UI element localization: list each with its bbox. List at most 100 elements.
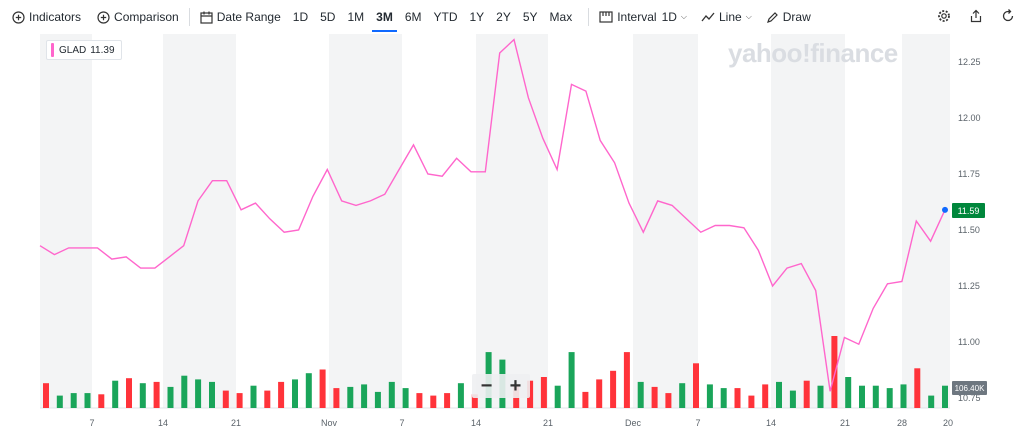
zoom-out-button[interactable]: − bbox=[480, 375, 493, 397]
volume-bar bbox=[43, 383, 49, 408]
x-tick-label: 21 bbox=[840, 418, 850, 428]
share-icon bbox=[969, 9, 983, 26]
series-legend[interactable]: GLAD 11.39 bbox=[46, 40, 122, 60]
current-price-tag: 11.59 bbox=[952, 203, 985, 218]
x-tick-label: 14 bbox=[158, 418, 168, 428]
legend-swatch bbox=[51, 43, 54, 57]
volume-bar bbox=[720, 388, 727, 408]
right-tools bbox=[928, 0, 1024, 34]
week-band bbox=[476, 34, 548, 408]
legend-value: 11.39 bbox=[90, 44, 115, 56]
x-tick-label: 7 bbox=[89, 418, 94, 428]
range-3m-button[interactable]: 3M bbox=[370, 5, 399, 32]
chart-toolbar: Indicators Comparison Date Range 1D 5D 1M 3… bbox=[0, 0, 1024, 34]
volume-bar bbox=[776, 381, 782, 408]
volume-bar bbox=[292, 379, 298, 408]
volume-bar bbox=[374, 391, 381, 408]
toolbar-divider bbox=[588, 8, 590, 26]
volume-bar bbox=[139, 383, 146, 408]
volume-bar bbox=[623, 352, 630, 408]
volume-bar bbox=[693, 363, 699, 408]
indicators-button[interactable]: Indicators bbox=[12, 5, 81, 29]
gear-icon bbox=[937, 9, 951, 26]
calendar-icon bbox=[200, 11, 213, 24]
share-button[interactable] bbox=[960, 9, 992, 26]
range-6m-button[interactable]: 6M bbox=[404, 10, 422, 24]
volume-bar bbox=[789, 390, 796, 408]
volume-bar bbox=[748, 395, 755, 408]
y-tick-label: 11.25 bbox=[958, 281, 980, 291]
volume-bar bbox=[734, 388, 741, 408]
range-1d-button[interactable]: 1D bbox=[292, 10, 309, 24]
x-tick-label: Nov bbox=[321, 418, 338, 428]
y-tick-label: 10.75 bbox=[958, 393, 981, 403]
volume-bar bbox=[430, 395, 437, 408]
x-tick-label: 7 bbox=[695, 418, 700, 428]
volume-bar bbox=[540, 377, 547, 408]
settings-button[interactable] bbox=[928, 9, 960, 26]
volume-bar bbox=[762, 384, 769, 408]
reset-button[interactable] bbox=[992, 8, 1024, 26]
volume-bar bbox=[319, 369, 326, 408]
date-range-label: Date Range bbox=[216, 10, 281, 24]
volume-bar bbox=[236, 393, 243, 408]
y-tick-label: 11.00 bbox=[958, 337, 980, 347]
volume-bar bbox=[402, 388, 409, 408]
candle-interval-icon bbox=[599, 11, 613, 23]
range-2y-button[interactable]: 2Y bbox=[496, 10, 511, 24]
volume-bar bbox=[596, 379, 603, 408]
price-chart[interactable]: 12.25 12.00 11.75 11.50 11.25 11.00 10.75 7 14 2… bbox=[0, 34, 1024, 436]
volume-bar bbox=[278, 381, 285, 408]
volume-bar bbox=[361, 384, 368, 408]
volume-bar bbox=[651, 386, 658, 408]
volume-bar bbox=[84, 393, 91, 408]
zoom-in-button[interactable]: + bbox=[509, 375, 522, 397]
pencil-icon bbox=[766, 11, 779, 24]
interval-dropdown[interactable]: Interval 1D ⌵ bbox=[599, 5, 687, 29]
comparison-button[interactable]: Comparison bbox=[97, 5, 179, 29]
line-chart-icon bbox=[701, 12, 715, 22]
volume-bar bbox=[706, 384, 713, 408]
chart-canvas[interactable]: 12.25 12.00 11.75 11.50 11.25 11.00 10.75 7 14 2… bbox=[0, 34, 1024, 436]
volume-bar bbox=[70, 393, 77, 408]
range-1m-button[interactable]: 1M bbox=[347, 10, 365, 24]
volume-bar bbox=[845, 377, 852, 408]
chevron-down-icon: ⌵ bbox=[745, 12, 752, 21]
range-5d-button[interactable]: 5D bbox=[320, 10, 336, 24]
volume-bar bbox=[900, 384, 907, 408]
range-ytd-button[interactable]: YTD bbox=[433, 10, 458, 24]
indicators-label: Indicators bbox=[29, 10, 82, 24]
x-tick-label: 21 bbox=[543, 418, 553, 428]
volume-bar bbox=[457, 383, 464, 408]
volume-bar bbox=[679, 383, 686, 408]
volume-bar bbox=[56, 395, 63, 408]
volume-bar bbox=[264, 390, 271, 408]
plus-circle-icon bbox=[12, 10, 25, 24]
volume-bar bbox=[167, 386, 174, 408]
x-tick-label: 21 bbox=[231, 418, 241, 428]
volume-bar bbox=[637, 381, 644, 408]
draw-button[interactable]: Draw bbox=[766, 5, 811, 29]
range-1y-button[interactable]: 1Y bbox=[469, 10, 485, 24]
interval-value: 1D bbox=[661, 10, 677, 24]
range-5y-button[interactable]: 5Y bbox=[522, 10, 538, 24]
range-max-button[interactable]: Max bbox=[549, 10, 573, 24]
volume-bar bbox=[388, 381, 395, 408]
current-volume-tag: 106.40K bbox=[952, 381, 987, 395]
date-range-button[interactable]: Date Range bbox=[200, 5, 281, 29]
week-band bbox=[633, 34, 698, 408]
y-tick-label: 11.75 bbox=[958, 169, 980, 179]
week-band bbox=[40, 34, 92, 408]
volume-bar bbox=[209, 381, 215, 408]
draw-label: Draw bbox=[782, 10, 811, 24]
volume-bar bbox=[527, 380, 534, 408]
volume-bar bbox=[554, 385, 561, 408]
week-band bbox=[902, 34, 950, 408]
volume-bar bbox=[886, 388, 893, 408]
volume-bar bbox=[333, 388, 340, 408]
chart-type-dropdown[interactable]: Line ⌵ bbox=[701, 5, 752, 29]
volume-bar bbox=[112, 380, 119, 408]
x-axis: 7 14 21 Nov 7 14 21 Dec 7 14 21 28 20 bbox=[89, 418, 953, 428]
comparison-label: Comparison bbox=[114, 10, 179, 24]
volume-bar bbox=[305, 373, 312, 408]
